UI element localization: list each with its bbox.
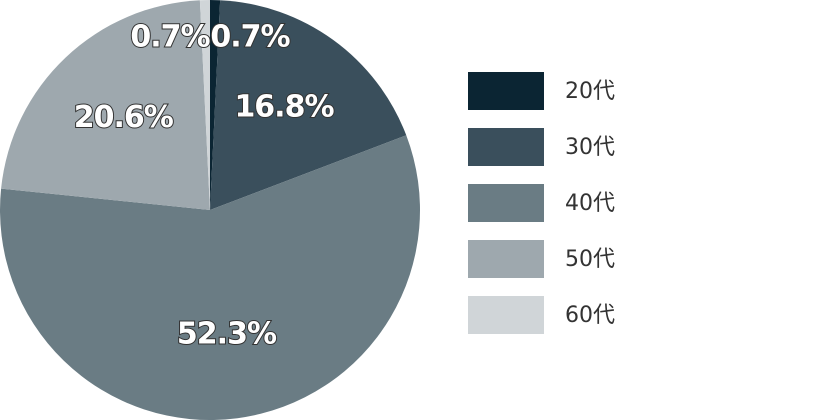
value-label: 52.3%	[177, 316, 277, 351]
value-label: 0.7%	[210, 20, 290, 55]
legend-swatch	[468, 128, 544, 166]
legend-swatch	[468, 72, 544, 110]
legend-swatch	[468, 184, 544, 222]
legend-label: 20代	[565, 79, 615, 104]
legend-label: 60代	[565, 303, 615, 328]
pie-slice	[210, 0, 407, 211]
pie-slice	[210, 0, 221, 210]
value-label: 20.6%	[74, 100, 174, 135]
value-label: 0.7%	[130, 20, 210, 55]
pie-slice	[0, 135, 420, 420]
legend-label: 40代	[565, 191, 615, 216]
value-label: 16.8%	[234, 90, 334, 125]
legend-swatch	[468, 296, 544, 334]
pie-slice	[199, 0, 210, 210]
legend-swatch	[468, 240, 544, 278]
legend-label: 30代	[565, 135, 615, 160]
pie-slice	[1, 0, 211, 211]
legend-label: 50代	[565, 247, 615, 272]
